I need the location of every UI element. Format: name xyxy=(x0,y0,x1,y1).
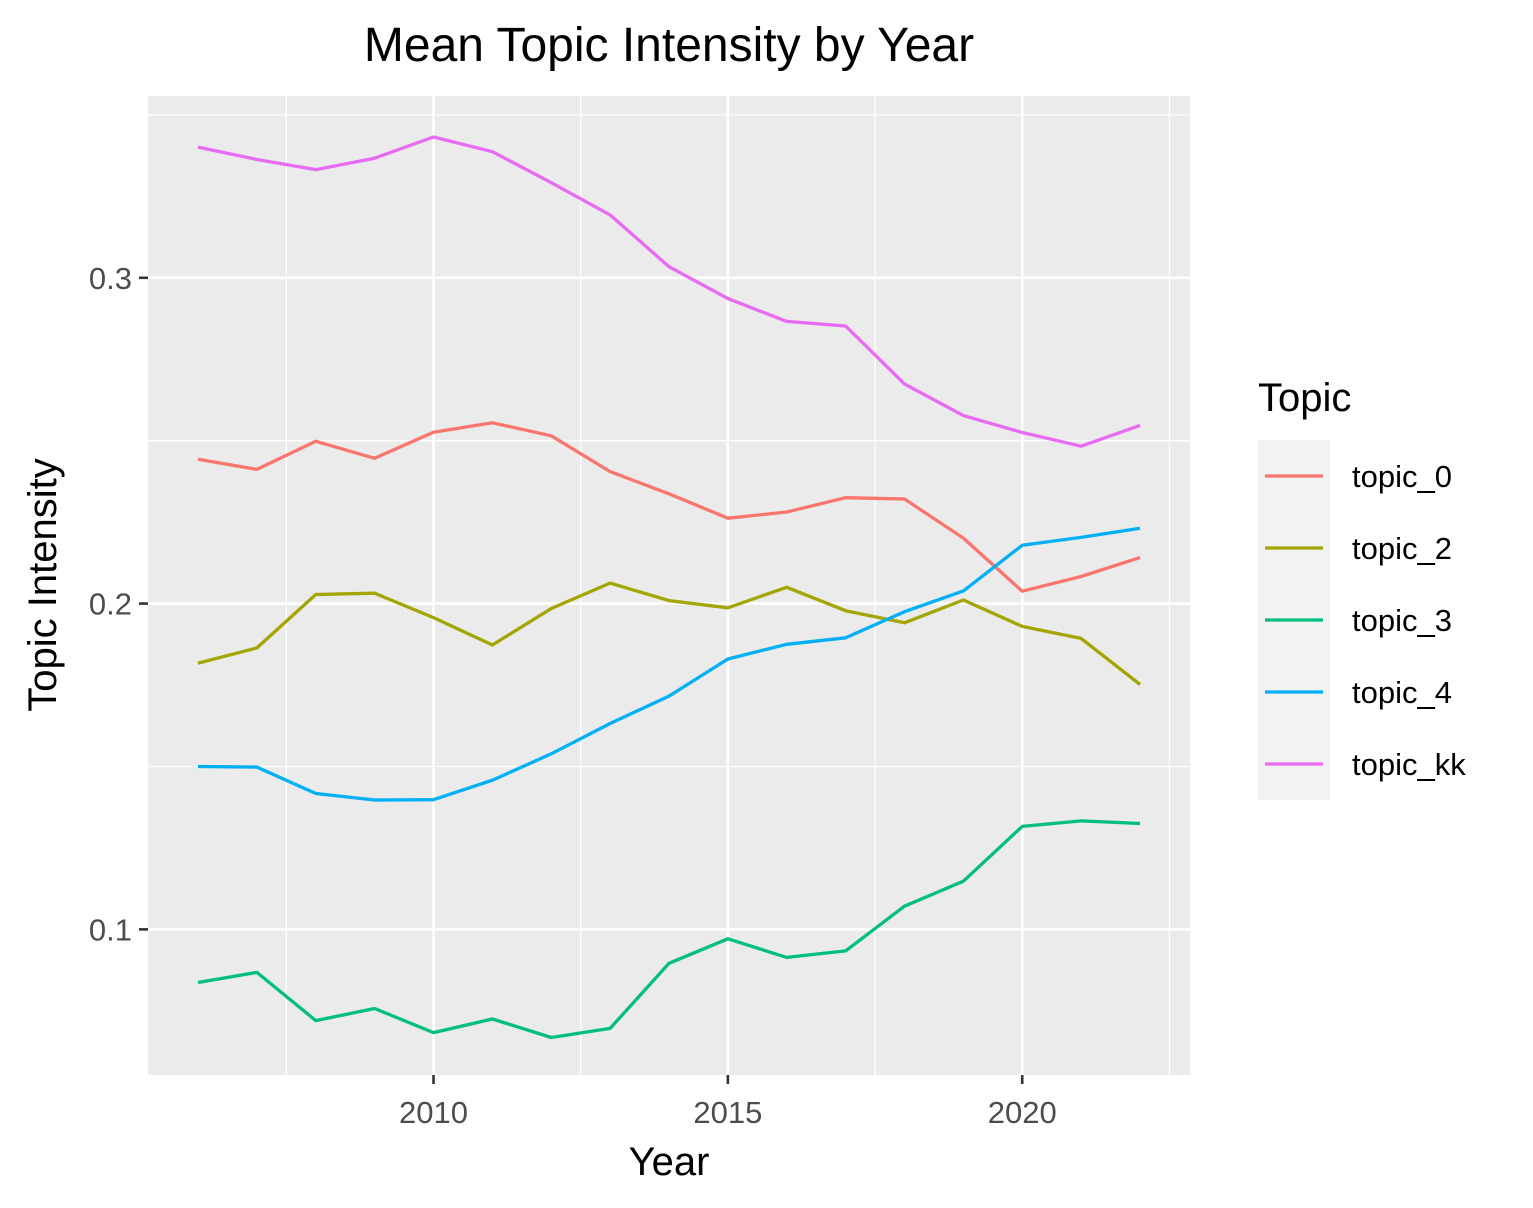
x-tick-label: 2020 xyxy=(988,1095,1057,1130)
series-line-topic-4 xyxy=(197,526,1141,802)
series-line-topic-kk xyxy=(197,135,1141,448)
minor-gridlines xyxy=(148,96,1190,1075)
y-tick-label: 0.1 xyxy=(89,912,132,947)
series-line-topic-3 xyxy=(197,819,1141,1040)
x-tick-label: 2010 xyxy=(399,1095,468,1130)
legend-label: topic_kk xyxy=(1352,747,1466,782)
series-line-topic-2 xyxy=(197,581,1142,686)
y-axis-title: Topic Intensity xyxy=(21,458,65,711)
chart-title: Mean Topic Intensity by Year xyxy=(364,19,974,72)
x-axis-title: Year xyxy=(629,1140,710,1184)
x-axis: 2010 2015 2020 xyxy=(399,1075,1057,1130)
legend-items: topic_0 topic_2 topic_3 topic_4 topic_kk xyxy=(1258,440,1466,800)
legend-item-topic-kk: topic_kk xyxy=(1258,728,1466,800)
series-lines xyxy=(197,135,1142,1040)
major-gridlines xyxy=(148,96,1190,1075)
legend-title: Topic xyxy=(1258,376,1351,420)
legend-item-topic-0: topic_0 xyxy=(1258,440,1452,512)
legend-label: topic_4 xyxy=(1352,675,1452,710)
legend-label: topic_2 xyxy=(1352,531,1452,566)
legend-item-topic-2: topic_2 xyxy=(1258,512,1452,584)
y-axis: 0.1 0.2 0.3 xyxy=(89,261,148,947)
x-tick-label: 2015 xyxy=(693,1095,762,1130)
y-tick-label: 0.3 xyxy=(89,261,132,296)
legend: Topic topic_0topic_2topic_3topic_4topic_… xyxy=(1258,376,1466,800)
legend-item-topic-4: topic_4 xyxy=(1258,656,1452,728)
series-line-topic-0 xyxy=(197,421,1141,593)
legend-label: topic_3 xyxy=(1352,603,1452,638)
y-tick-label: 0.2 xyxy=(89,587,132,622)
legend-item-topic-3: topic_3 xyxy=(1258,584,1452,656)
legend-label: topic_0 xyxy=(1352,459,1452,494)
